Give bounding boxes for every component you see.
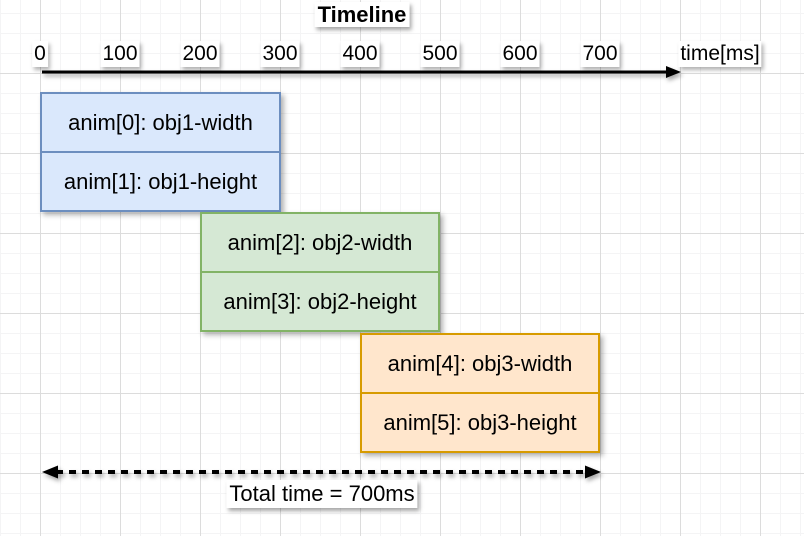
axis-tick-label-200: 200	[180, 41, 220, 67]
diagram-title: Timeline	[314, 2, 410, 27]
anim-segment-label: anim[5]: obj3-height	[383, 409, 577, 435]
anim-segment-label: anim[1]: obj1-height	[63, 168, 258, 194]
anim-segment-label: anim[2]: obj2-width	[227, 229, 413, 255]
axis-tick-label-600: 600	[500, 41, 540, 67]
anim-segment-label: anim[4]: obj3-width	[387, 350, 573, 376]
axis-tick-label-500: 500	[420, 41, 460, 67]
axis-tick-label-400: 400	[340, 41, 380, 67]
axis-tick-label-300: 300	[260, 41, 300, 67]
total-arrowhead-left-icon	[42, 465, 58, 479]
axis-tick-label-0: 0	[32, 41, 48, 67]
total-time-label: Total time = 700ms	[226, 480, 418, 508]
axis-unit-label: time[ms]	[678, 41, 762, 67]
anim-segment-label: anim[3]: obj2-height	[223, 288, 417, 314]
total-arrowhead-right-icon	[585, 465, 601, 479]
anim-block-obj3: anim[4]: obj3-width anim[5]: obj3-height	[360, 333, 600, 453]
anim-segment-5: anim[5]: obj3-height	[362, 392, 598, 451]
anim-segment-1: anim[1]: obj1-height	[42, 151, 279, 210]
anim-block-obj2: anim[2]: obj2-width anim[3]: obj2-height	[200, 212, 440, 332]
axis-arrowhead-icon	[666, 66, 681, 78]
anim-segment-0: anim[0]: obj1-width	[42, 94, 279, 151]
anim-segment-label: anim[0]: obj1-width	[68, 109, 253, 135]
anim-segment-2: anim[2]: obj2-width	[202, 214, 438, 271]
anim-segment-4: anim[4]: obj3-width	[362, 335, 598, 392]
anim-block-obj1: anim[0]: obj1-width anim[1]: obj1-height	[40, 92, 281, 212]
axis-tick-label-100: 100	[100, 41, 140, 67]
axis-tick-label-700: 700	[580, 41, 620, 67]
anim-segment-3: anim[3]: obj2-height	[202, 271, 438, 330]
